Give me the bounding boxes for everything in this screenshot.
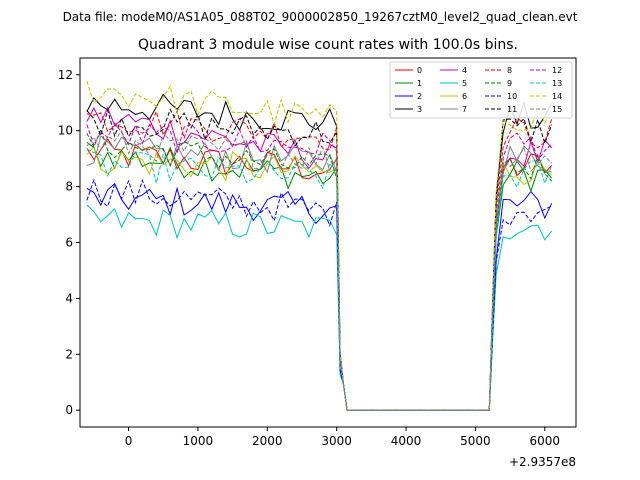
x-tick-label: 5000: [460, 434, 491, 448]
legend-label: 6: [462, 92, 467, 101]
legend-label: 2: [417, 92, 422, 101]
legend-label: 8: [507, 66, 512, 75]
legend-label: 12: [552, 66, 562, 75]
legend-box: [389, 61, 573, 119]
series-line-8: [86, 109, 553, 411]
y-tick-label: 2: [65, 347, 73, 361]
legend-label: 11: [507, 105, 517, 114]
legend-label: 0: [417, 66, 422, 75]
legend-label: 10: [507, 92, 517, 101]
series-line-11: [86, 108, 553, 411]
series-line-10: [86, 178, 552, 411]
y-tick-label: 0: [65, 403, 73, 417]
suptitle: Data file: modeM0/AS1A05_088T02_90000028…: [63, 10, 578, 24]
y-tick-label: 12: [58, 68, 73, 82]
x-tick-label: 4000: [391, 434, 422, 448]
legend-label: 3: [417, 105, 422, 114]
plot-area: [79, 57, 577, 428]
legend-label: 4: [462, 66, 467, 75]
series-line-14: [86, 80, 553, 411]
legend-label: 7: [462, 105, 467, 114]
chart-title: Quadrant 3 module wise count rates with …: [138, 37, 518, 53]
y-tick-label: 4: [65, 291, 73, 305]
x-tick-label: 2000: [252, 434, 283, 448]
legend-label: 14: [552, 92, 562, 101]
x-tick-label: 3000: [321, 434, 352, 448]
legend-label: 13: [552, 79, 562, 88]
series-line-15: [86, 129, 553, 411]
x-tick-label: 1000: [183, 434, 214, 448]
y-tick-label: 6: [65, 236, 73, 250]
x-tick-label: 0: [125, 434, 133, 448]
legend-label: 1: [417, 79, 422, 88]
legend-label: 5: [462, 79, 467, 88]
x-tick-label: 6000: [530, 434, 561, 448]
y-tick-label: 10: [58, 124, 73, 138]
y-tick-label: 8: [65, 180, 73, 194]
legend-label: 9: [507, 79, 512, 88]
x-offset-label: +2.9357e8: [509, 455, 576, 469]
legend-label: 15: [552, 105, 562, 114]
